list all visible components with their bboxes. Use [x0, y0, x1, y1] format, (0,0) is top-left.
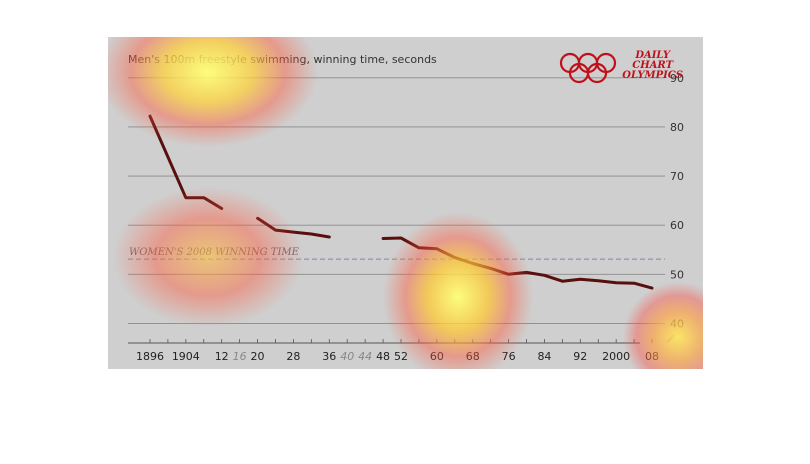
x-tick-label: 08: [645, 350, 659, 363]
olympic-rings-icon: [559, 52, 617, 84]
x-tick-label: 84: [537, 350, 551, 363]
y-tick-label: 80: [670, 121, 684, 134]
series-line-segment: [256, 216, 331, 239]
x-tick-label: 40: [340, 350, 354, 363]
x-tick-label: 20: [251, 350, 265, 363]
y-tick-label: 60: [670, 219, 684, 232]
x-tick-label: 12: [215, 350, 229, 363]
x-tick-label: 68: [466, 350, 480, 363]
x-tick-label: 1896: [136, 350, 164, 363]
series-line-segment: [381, 236, 654, 290]
x-tick-label: 2000: [602, 350, 630, 363]
brand-line: OLYMPICS: [622, 70, 683, 81]
axis-break-symbol: ⁄⁄: [666, 334, 676, 345]
chart-panel: 40 50 60 70 80 90 ⁄⁄ 1896 1904 12 16 20 28 36 40 44 48 52…: [108, 37, 703, 369]
x-tick-label: 44: [358, 350, 372, 363]
reference-line-label: WOMEN'S 2008 WINNING TIME: [129, 247, 300, 258]
y-tick-label: 70: [670, 170, 684, 183]
brand-line: CHART: [632, 60, 674, 71]
x-tick-label: 48: [376, 350, 390, 363]
y-tick-label: 90: [670, 72, 684, 85]
chart-title: Men's 100m freestyle swimming, winning t…: [128, 53, 437, 66]
y-tick-label: 50: [670, 268, 684, 281]
line-chart: 40 50 60 70 80 90 ⁄⁄ 1896 1904 12 16 20 28 36 40 44 48 52…: [128, 72, 684, 363]
x-tick-label: 28: [286, 350, 300, 363]
x-tick-label: 16: [233, 350, 247, 363]
x-tick-label: 92: [573, 350, 587, 363]
x-tick-label: 36: [322, 350, 336, 363]
x-tick-label: 1904: [172, 350, 200, 363]
brand-line: DAILY: [635, 50, 670, 61]
x-tick-label: 60: [430, 350, 444, 363]
brand-logo-text: DAILY CHART OLYMPICS: [622, 51, 683, 81]
series-line-segment: [148, 114, 224, 210]
y-tick-label: 40: [670, 317, 684, 330]
x-tick-label: 52: [394, 350, 408, 363]
x-tick-label: 76: [502, 350, 516, 363]
